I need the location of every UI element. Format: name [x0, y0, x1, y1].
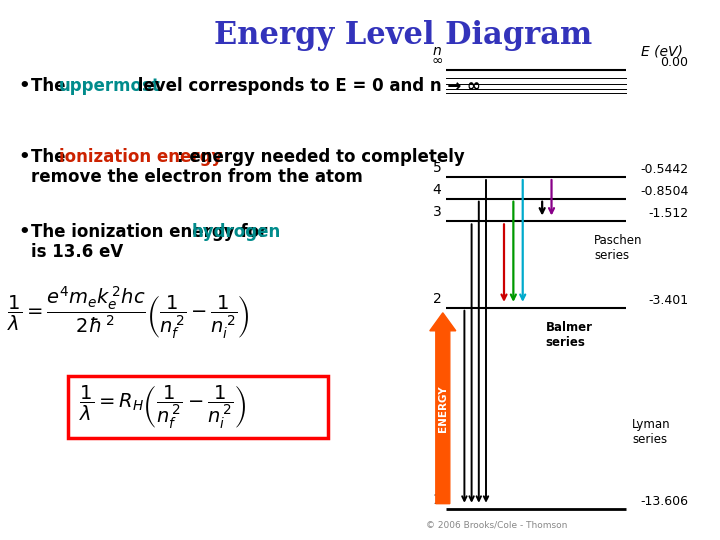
Text: -13.606: -13.606: [641, 495, 688, 508]
Text: •: •: [18, 77, 30, 96]
Text: is 13.6 eV: is 13.6 eV: [31, 243, 123, 261]
Text: n: n: [433, 44, 441, 58]
Text: •: •: [18, 223, 30, 241]
Text: E (eV): E (eV): [641, 44, 683, 58]
Text: The: The: [31, 77, 71, 96]
Text: © 2006 Brooks/Cole - Thomson: © 2006 Brooks/Cole - Thomson: [426, 521, 567, 529]
Text: The ionization energy for: The ionization energy for: [31, 223, 273, 241]
Text: -3.401: -3.401: [649, 294, 688, 307]
Text: hydrogen: hydrogen: [192, 223, 282, 241]
Text: -0.8504: -0.8504: [640, 185, 688, 198]
Text: 0.00: 0.00: [661, 56, 688, 69]
Text: •: •: [18, 147, 30, 166]
Text: ENERGY: ENERGY: [438, 385, 448, 431]
FancyArrow shape: [430, 313, 456, 504]
Text: ionization energy: ionization energy: [59, 147, 222, 166]
Text: 3: 3: [433, 205, 441, 219]
Text: 4: 4: [433, 183, 441, 197]
Text: Balmer
series: Balmer series: [546, 321, 593, 349]
Text: $\dfrac{1}{\lambda} = R_H \left(\dfrac{1}{n_f^{\,2}} - \dfrac{1}{n_i^{\,2}}\righ: $\dfrac{1}{\lambda} = R_H \left(\dfrac{1…: [79, 384, 246, 431]
Text: 5: 5: [433, 161, 441, 175]
Bar: [68, 376, 328, 438]
Text: 2: 2: [433, 292, 441, 306]
Text: The: The: [31, 147, 71, 166]
Text: Lyman
series: Lyman series: [632, 418, 671, 446]
Text: Energy Level Diagram: Energy Level Diagram: [214, 19, 593, 51]
Text: -0.5442: -0.5442: [641, 163, 688, 176]
Text: $\dfrac{1}{\lambda} = \dfrac{e^4 m_e k_e^{\,2} hc}{2\hbar^{\,2}} \left(\dfrac{1}: $\dfrac{1}{\lambda} = \dfrac{e^4 m_e k_e…: [7, 285, 250, 341]
Text: -1.512: -1.512: [649, 207, 688, 220]
Text: uppermost: uppermost: [59, 77, 161, 96]
Text: Paschen
series: Paschen series: [594, 234, 642, 262]
Text: remove the electron from the atom: remove the electron from the atom: [31, 167, 363, 186]
Text: 1: 1: [433, 492, 441, 507]
Text: level corresponds to E = 0 and n → ∞: level corresponds to E = 0 and n → ∞: [132, 77, 481, 96]
Text: ∞: ∞: [431, 54, 443, 68]
Text: : energy needed to completely: : energy needed to completely: [177, 147, 464, 166]
